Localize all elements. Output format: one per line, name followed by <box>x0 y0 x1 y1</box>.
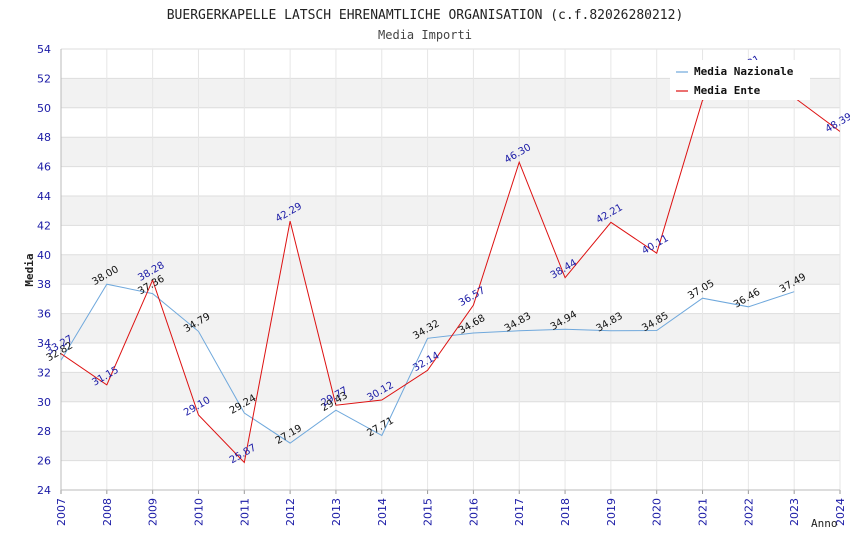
x-tick-label: 2022 <box>742 498 755 526</box>
series-ente-data-label: 40.11 <box>640 233 670 257</box>
chart-subtitle: Media Importi <box>378 28 472 42</box>
x-tick-label: 2023 <box>788 498 801 526</box>
x-axis-label: Anno <box>811 517 838 530</box>
x-tick-label: 2016 <box>467 498 480 526</box>
x-tick-label: 2017 <box>513 498 526 526</box>
x-tick-label: 2018 <box>559 498 572 526</box>
legend-label-ente: Media Ente <box>694 84 761 97</box>
grid-band <box>61 137 840 167</box>
x-tick-label: 2007 <box>55 498 68 526</box>
x-tick-label: 2010 <box>192 498 205 526</box>
y-tick-label: 34 <box>37 337 51 350</box>
grid-band <box>61 431 840 461</box>
x-tick-label: 2013 <box>330 498 343 526</box>
y-tick-label: 42 <box>37 219 51 232</box>
x-tick-label: 2009 <box>147 498 160 526</box>
series-ente-data-label: 48.39 <box>824 111 850 135</box>
y-tick-label: 52 <box>37 72 51 85</box>
x-tick-label: 2024 <box>834 498 847 526</box>
y-tick-label: 28 <box>37 425 51 438</box>
axes: 24 26 28 30 32 34 36 38 40 42 44 46 48 50 52 54 2007 2008… <box>37 43 847 526</box>
y-tick-label: 30 <box>37 396 51 409</box>
y-tick-label: 44 <box>37 190 51 203</box>
y-tick-label: 38 <box>37 278 51 291</box>
series-nazionale-line <box>61 283 795 444</box>
y-tick-label: 48 <box>37 131 51 144</box>
grid-band <box>61 254 840 285</box>
y-tick-label: 32 <box>37 366 51 379</box>
series-ente-data-label: 32.14 <box>411 350 441 374</box>
grid-band <box>61 196 840 226</box>
legend: Media Nazionale Media Ente <box>670 60 810 100</box>
x-tick-label: 2011 <box>238 498 251 526</box>
x-tick-label: 2014 <box>376 498 389 526</box>
y-tick-label: 36 <box>37 308 51 321</box>
x-tick-label: 2021 <box>697 498 710 526</box>
y-tick-label: 54 <box>37 43 51 56</box>
x-tick-label: 2020 <box>651 498 664 526</box>
x-tick-label: 2015 <box>422 498 435 526</box>
legend-box <box>670 60 810 100</box>
series-ente-data-label: 36.57 <box>457 285 487 309</box>
chart-title: BUERGERKAPELLE LATSCH EHRENAMTLICHE ORGA… <box>167 8 684 23</box>
y-tick-label: 26 <box>37 455 51 468</box>
x-tick-label: 2008 <box>101 498 114 526</box>
y-tick-label: 24 <box>37 484 51 497</box>
y-axis-label: Media <box>23 253 36 286</box>
x-tick-label: 2019 <box>605 498 618 526</box>
grid-band <box>61 372 840 402</box>
y-tick-label: 40 <box>37 249 51 262</box>
legend-label-nazionale: Media Nazionale <box>694 65 794 78</box>
grid-bands <box>61 78 840 461</box>
y-tick-label: 46 <box>37 161 51 174</box>
x-tick-label: 2012 <box>284 498 297 526</box>
y-tick-label: 50 <box>37 102 51 115</box>
